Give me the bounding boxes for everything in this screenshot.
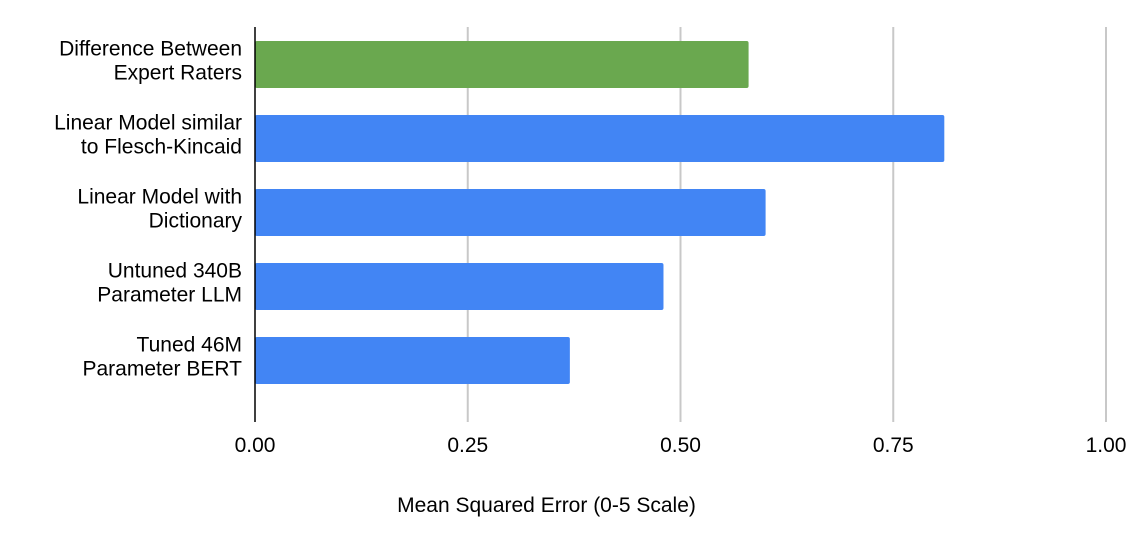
category-label: Linear Model similar to Flesch-Kincaid: [54, 112, 242, 159]
category-label-line: Expert Raters: [114, 62, 242, 85]
category-label-line: to Flesch-Kincaid: [81, 136, 242, 159]
bars: [255, 41, 945, 384]
bar: [255, 41, 749, 88]
x-tick-label: 0.75: [873, 434, 914, 457]
category-label-line: Parameter BERT: [83, 358, 243, 381]
category-label-line: Parameter LLM: [97, 284, 242, 307]
bar: [255, 263, 664, 310]
x-tick-label: 0.25: [447, 434, 488, 457]
bar: [255, 189, 766, 236]
category-label-line: Untuned 340B: [108, 260, 242, 283]
x-axis-title: Mean Squared Error (0-5 Scale): [397, 494, 696, 517]
category-label-line: Difference Between: [59, 38, 242, 61]
category-label-line: Linear Model similar: [54, 112, 242, 135]
category-label: Difference Between Expert Raters: [59, 38, 242, 85]
category-labels: Difference Between Expert Raters Linear Mo…: [54, 38, 242, 381]
x-tick-label: 0.00: [235, 434, 276, 457]
category-label-line: Linear Model with: [77, 186, 242, 209]
category-label-line: Dictionary: [149, 210, 243, 233]
bar: [255, 115, 945, 162]
category-label: Untuned 340B Parameter LLM: [97, 260, 242, 307]
category-label: Tuned 46M Parameter BERT: [83, 334, 243, 381]
x-tick-labels: 0.00 0.25 0.50 0.75 1.00: [235, 434, 1127, 457]
x-tick-label: 0.50: [660, 434, 701, 457]
bar: [255, 337, 570, 384]
category-label: Linear Model with Dictionary: [77, 186, 242, 233]
category-label-line: Tuned 46M: [137, 334, 242, 357]
x-tick-label: 1.00: [1086, 434, 1127, 457]
